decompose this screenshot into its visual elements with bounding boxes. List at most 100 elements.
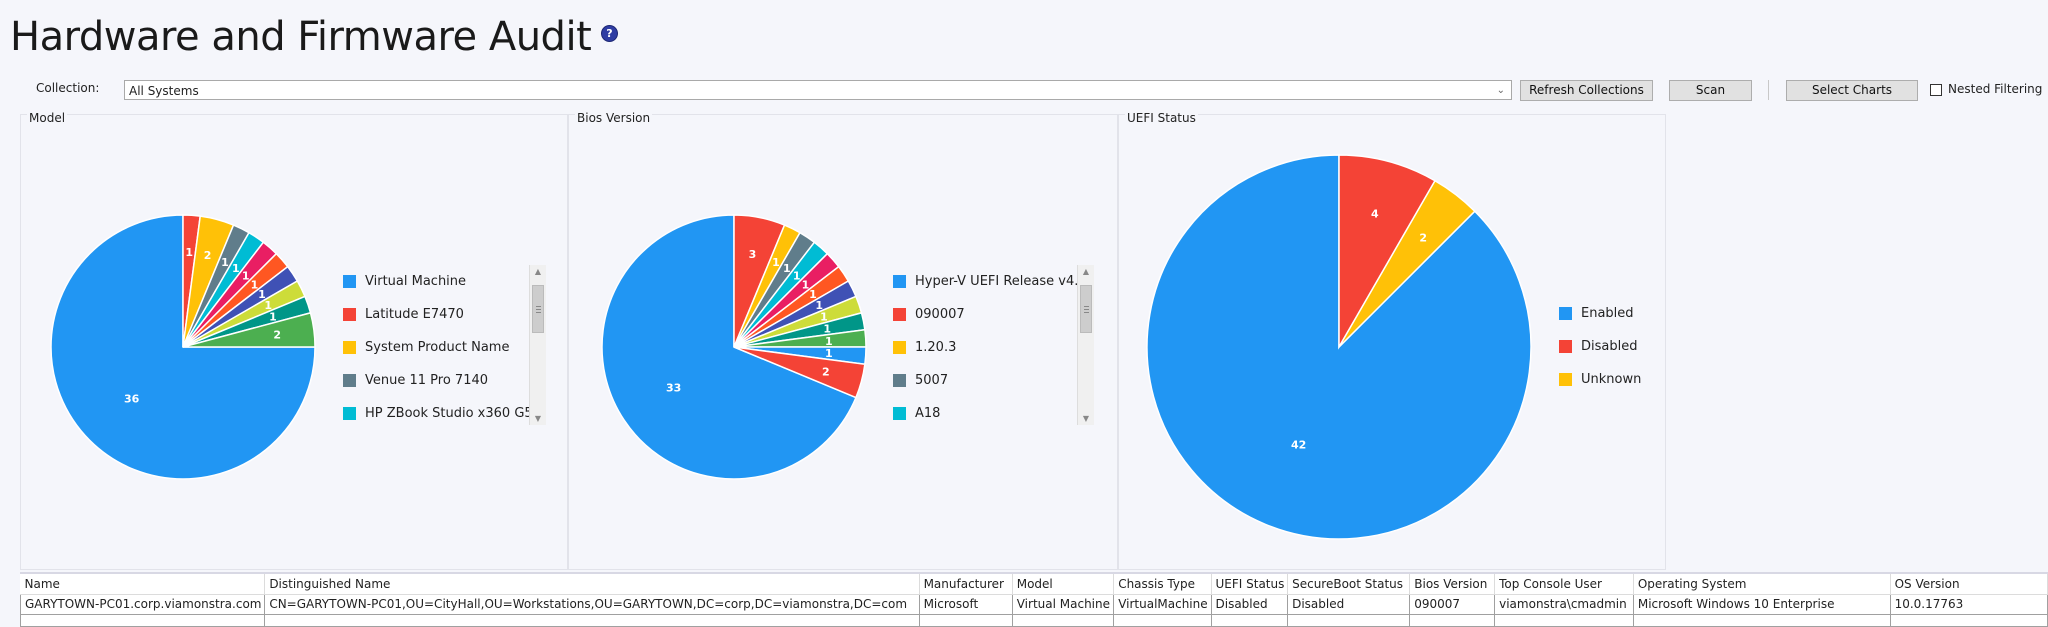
table-cell[interactable]: Disabled (1210, 593, 1289, 615)
column-header[interactable]: Chassis Type (1113, 574, 1212, 595)
scroll-thumb[interactable] (532, 285, 544, 333)
pie-data-label: 1 (802, 278, 810, 291)
chevron-down-icon[interactable]: ⌄ (1496, 85, 1505, 96)
table-cell[interactable]: Microsoft Windows 10 Enterprise (1632, 593, 1891, 615)
pie-data-label: 1 (221, 256, 229, 269)
table-cell[interactable] (264, 613, 920, 627)
legend-swatch (893, 341, 906, 354)
pie-data-label: 1 (793, 270, 801, 283)
pie-slice[interactable] (182, 311, 316, 348)
pie-data-label: 2 (273, 329, 281, 342)
refresh-collections-button[interactable]: Refresh Collections (1520, 80, 1653, 101)
legend-item: System Product Name (343, 331, 533, 364)
pie-slice[interactable] (601, 214, 857, 480)
pie-data-label: 4 (1371, 208, 1379, 221)
pie-data-label: 1 (251, 278, 259, 291)
scroll-up-icon[interactable]: ▲ (534, 267, 542, 276)
pie-data-label: 1 (820, 311, 828, 324)
pie-data-label: 36 (124, 392, 140, 405)
column-header[interactable]: Name (20, 574, 266, 595)
legend-swatch (343, 275, 356, 288)
legend-item: 090007 (893, 298, 1087, 331)
pie-slice[interactable] (733, 346, 866, 399)
pie-slice[interactable] (1146, 154, 1532, 540)
table-cell[interactable]: viamonstra\cmadmin (1494, 593, 1634, 615)
pie-slice[interactable] (50, 214, 316, 480)
column-header[interactable]: Manufacturer (919, 574, 1013, 595)
table-cell[interactable]: 10.0.17763 (1889, 593, 2048, 615)
pie-data-label: 1 (809, 288, 817, 301)
table-row[interactable]: GARYTOWN-PC01.corp.viamonstra.com CN=GAR… (19, 593, 2048, 615)
bios-chart-panel: Bios Version 33 3 1 1 1 1 1 1 1 1 1 1 2 Hyper-V UEFI… (568, 111, 1118, 570)
model-legend-scrollbar[interactable]: ▲ ▼ (529, 265, 546, 425)
uefi-chart-panel: UEFI Status 42 4 2 Enabled Disabled Unknow… (1118, 111, 1666, 570)
table-cell[interactable] (19, 613, 266, 627)
table-cell[interactable] (1494, 613, 1634, 627)
pie-data-label: 1 (258, 288, 266, 301)
legend-item: HP ZBook Studio x360 G5 (343, 397, 533, 430)
legend-label: A18 (915, 406, 941, 421)
pie-data-label: 33 (666, 381, 681, 394)
nested-filtering-checkbox[interactable] (1930, 84, 1942, 96)
table-cell[interactable] (1889, 613, 2048, 627)
pie-data-label: 1 (264, 299, 272, 312)
collection-value: All Systems (129, 84, 199, 98)
column-header[interactable]: SecureBoot Status (1287, 574, 1411, 595)
column-header[interactable]: Top Console User (1494, 574, 1634, 595)
legend-item: Hyper-V UEFI Release v4.0 (893, 265, 1087, 298)
toolbar-divider (1768, 80, 1769, 100)
pie-data-label: 1 (232, 262, 240, 275)
help-icon[interactable]: ? (602, 26, 617, 41)
pie-data-label: 3 (749, 248, 757, 261)
select-charts-button[interactable]: Select Charts (1786, 80, 1918, 101)
pie-slice[interactable] (1338, 154, 1437, 350)
legend-label: Enabled (1581, 306, 1634, 321)
table-cell[interactable] (918, 613, 1013, 627)
table-cell[interactable] (1011, 613, 1115, 627)
nested-filtering-label: Nested Filtering (1948, 82, 2043, 96)
table-cell[interactable]: VirtualMachine (1113, 593, 1212, 615)
column-header[interactable]: Distinguished Name (264, 574, 920, 595)
table-cell[interactable]: 090007 (1409, 593, 1496, 615)
collection-select[interactable]: All Systems ⌄ (124, 80, 1512, 100)
table-cell[interactable]: Microsoft (918, 593, 1013, 615)
column-header[interactable]: Model (1012, 574, 1115, 595)
bios-legend: Hyper-V UEFI Release v4.0 090007 1.20.3 … (893, 265, 1087, 430)
table-cell[interactable] (1210, 613, 1289, 627)
pie-data-label: 1 (783, 262, 791, 275)
table-cell[interactable]: Virtual Machine (1011, 593, 1115, 615)
legend-swatch (893, 374, 906, 387)
pie-data-label: 1 (185, 246, 193, 259)
scroll-down-icon[interactable]: ▼ (1082, 414, 1090, 423)
pie-data-label: 1 (825, 335, 833, 348)
pie-data-label: 2 (822, 366, 830, 379)
table-row[interactable] (19, 613, 2048, 627)
legend-swatch (1559, 307, 1572, 320)
column-header[interactable]: OS Version (1890, 574, 2048, 595)
column-header[interactable]: Bios Version (1409, 574, 1496, 595)
pie-data-label: 1 (269, 311, 277, 324)
table-cell[interactable]: GARYTOWN-PC01.corp.viamonstra.com (19, 593, 266, 615)
pie-slice[interactable] (1338, 179, 1476, 348)
scroll-down-icon[interactable]: ▼ (534, 414, 542, 423)
bios-legend-scrollbar[interactable]: ▲ ▼ (1077, 265, 1094, 425)
legend-swatch (893, 308, 906, 321)
column-header[interactable]: Operating System (1633, 574, 1891, 595)
table-cell[interactable]: CN=GARYTOWN-PC01,OU=CityHall,OU=Workstat… (264, 593, 920, 615)
column-header[interactable]: UEFI Status (1211, 574, 1289, 595)
table-cell[interactable]: Disabled (1287, 593, 1411, 615)
legend-label: Unknown (1581, 372, 1642, 387)
table-cell[interactable] (1113, 613, 1212, 627)
systems-table[interactable]: Name Distinguished Name Manufacturer Mod… (19, 574, 2048, 627)
table-cell[interactable] (1287, 613, 1411, 627)
legend-label: Virtual Machine (365, 274, 467, 289)
pie-data-label: 1 (242, 270, 250, 283)
table-cell[interactable] (1409, 613, 1496, 627)
scroll-thumb[interactable] (1080, 285, 1092, 333)
scan-button[interactable]: Scan (1669, 80, 1752, 101)
legend-label: 090007 (915, 307, 965, 322)
table-cell[interactable] (1632, 613, 1891, 627)
scroll-up-icon[interactable]: ▲ (1082, 267, 1090, 276)
